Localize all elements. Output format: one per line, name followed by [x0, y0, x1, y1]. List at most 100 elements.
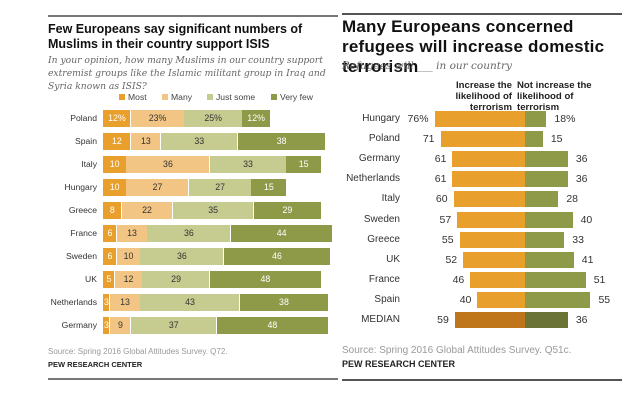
value-label-increase: 59	[437, 314, 449, 326]
bar-segment-most	[103, 179, 126, 196]
bar-value-label: 6	[107, 251, 113, 261]
bar-increase	[452, 151, 525, 168]
legend-item-just-some: Just some	[207, 92, 255, 102]
left-chart-subtitle: In your opinion, how many Muslims in our…	[48, 55, 326, 92]
bar-increase	[457, 211, 525, 228]
value-label-not-increase: 33	[572, 233, 584, 246]
bar-segment-many	[109, 294, 140, 311]
bar-segment-just-some	[140, 248, 224, 265]
bar-value-label: 25%	[204, 113, 222, 123]
bar-value-label: 13	[127, 228, 137, 238]
bar-value-label: 10	[123, 251, 134, 261]
bar-value-label: 29	[171, 274, 181, 284]
right-credit: PEW RESEARCH CENTER	[342, 359, 456, 369]
legend-swatch	[271, 94, 277, 100]
bar-not-increase	[525, 211, 573, 228]
value-label-increase: 52	[445, 253, 458, 266]
bar-segment-very-few	[223, 248, 330, 265]
legend-item-very-few: Very few	[271, 92, 313, 102]
bar-value-label: 12	[123, 274, 134, 284]
bar-value-label: 48	[260, 274, 271, 284]
bar-increase	[453, 191, 525, 208]
bar-segment-most	[103, 156, 126, 173]
value-label-not-increase: 15	[550, 133, 563, 146]
not-increase-column-header: Not increase the likelihood of terrorism	[517, 80, 592, 113]
bar-value-label: 5	[106, 274, 112, 284]
row-label-sweden: Sweden	[363, 213, 400, 225]
bar-segment-many	[126, 179, 189, 196]
bar-segment-many	[114, 271, 142, 288]
bar-not-increase	[525, 171, 568, 188]
bar-value-label: 10	[109, 159, 120, 169]
row-label-hungary: Hungary	[362, 113, 400, 124]
bar-value-label: 13	[141, 136, 151, 146]
value-label-not-increase: 36	[575, 314, 588, 326]
right-top-rule	[342, 13, 622, 15]
legend-label: Very few	[280, 92, 313, 102]
bar-not-increase	[525, 131, 543, 148]
row-label-sweden: Sweden	[65, 251, 97, 261]
row-label-hungary: Hungary	[64, 182, 97, 192]
bar-not-increase	[525, 191, 559, 208]
left-top-rule	[48, 15, 338, 17]
bar-value-label: 15	[298, 159, 309, 169]
value-label-increase: 76%	[407, 113, 429, 125]
legend-label: Just some	[216, 92, 256, 102]
bar-segment-many	[116, 248, 140, 265]
bar-increase	[470, 271, 525, 288]
row-label-netherlands: Netherlands	[346, 173, 400, 185]
bar-increase	[434, 111, 525, 127]
right-source-note: Source: Spring 2016 Global Attitudes Sur…	[342, 345, 572, 356]
left-source-note: Source: Spring 2016 Global Attitudes Sur…	[48, 347, 228, 356]
left-chart-title: Few Europeans say significant numbers of…	[48, 22, 303, 51]
bar-value-label: 12%	[247, 113, 265, 123]
row-label-germany: Germany	[358, 153, 400, 165]
bar-value-label: 3	[104, 297, 109, 307]
legend-swatch	[207, 94, 213, 100]
value-label-not-increase: 41	[581, 253, 594, 266]
bar-value-label: 36	[163, 159, 173, 169]
bar-not-increase	[525, 251, 574, 268]
row-label-spain: Spain	[374, 293, 400, 305]
row-label-poland: Poland	[70, 113, 97, 123]
bar-increase	[452, 171, 525, 188]
bar-not-increase	[525, 312, 568, 328]
bar-value-label: 15	[263, 182, 274, 192]
bar-segment-very-few	[242, 110, 270, 127]
value-label-not-increase: 55	[598, 293, 611, 306]
bar-segment-just-some	[161, 133, 238, 150]
bar-value-label: 43	[185, 297, 195, 307]
bar-segment-most	[103, 271, 115, 288]
bar-not-increase	[525, 151, 568, 168]
legend-swatch	[119, 94, 125, 100]
value-label-not-increase: 36	[575, 153, 588, 166]
bar-value-label: 38	[279, 297, 289, 307]
bar-increase	[477, 291, 525, 308]
bar-value-label: 8	[109, 205, 115, 215]
bar-segment-most	[103, 294, 110, 311]
bar-value-label: 46	[272, 251, 282, 261]
legend-label: Many	[171, 92, 193, 102]
value-label-increase: 60	[435, 193, 448, 206]
row-label-germany: Germany	[61, 320, 97, 330]
bar-segment-very-few	[239, 294, 328, 311]
row-label-netherlands: Netherlands	[50, 297, 97, 307]
bar-value-label: 33	[194, 136, 205, 146]
bar-segment-many	[126, 156, 210, 173]
bar-value-label: 27	[152, 182, 163, 192]
row-label-median: MEDIAN	[361, 314, 400, 325]
bar-segment-very-few	[253, 202, 321, 219]
bar-value-label: 33	[243, 159, 253, 169]
legend-item-many: Many	[162, 92, 192, 102]
left-bottom-rule	[48, 378, 338, 380]
bar-value-label: 12	[112, 136, 122, 146]
bar-segment-many	[130, 110, 184, 127]
value-label-increase: 55	[441, 233, 454, 246]
value-label-not-increase: 18%	[554, 113, 576, 125]
bar-value-label: 44	[276, 228, 287, 238]
bar-segment-very-few	[230, 225, 333, 242]
bar-segment-most	[103, 133, 131, 150]
bar-segment-most	[103, 202, 122, 219]
bar-value-label: 36	[176, 251, 187, 261]
value-label-not-increase: 40	[580, 213, 593, 226]
